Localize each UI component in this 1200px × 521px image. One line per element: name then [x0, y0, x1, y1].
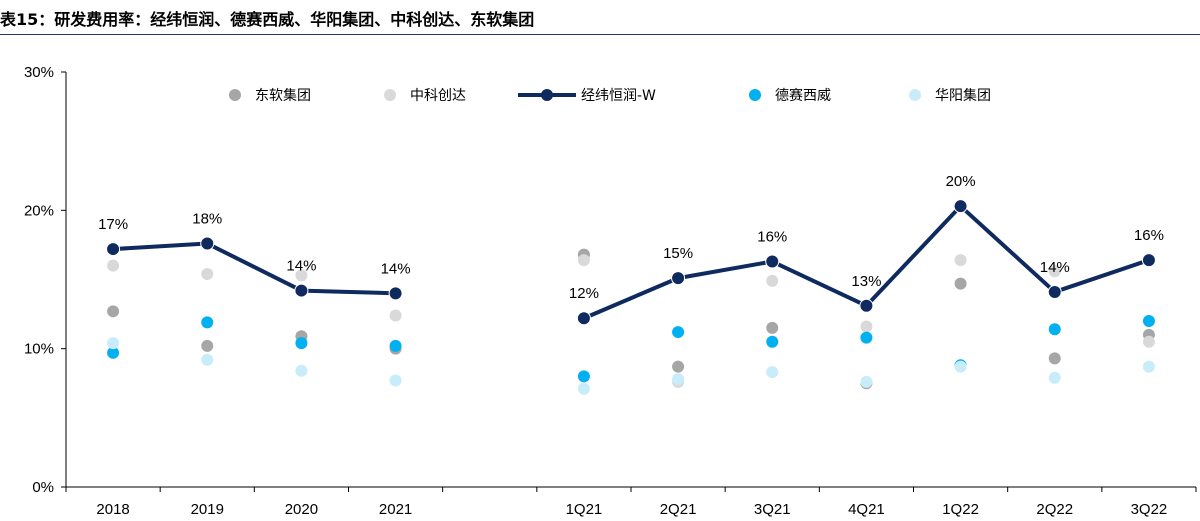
chart-marks: 17% 18% 14% 14% 12% 15% 16% 13% 20% 14% 16%	[98, 173, 1164, 395]
scatter-point	[766, 335, 779, 348]
line-point	[1047, 284, 1062, 299]
scatter-point	[954, 360, 967, 373]
title-bar: 表15：研发费用率：经纬恒润、德赛西威、华阳集团、中科创达、东软集团	[0, 0, 1200, 35]
x-tick-label: 2018	[96, 501, 129, 518]
scatter-point	[1048, 352, 1061, 365]
scatter-point	[860, 375, 873, 388]
line-point	[1141, 253, 1156, 268]
scatter-point	[672, 373, 685, 386]
line-point	[576, 311, 591, 326]
scatter-point	[577, 370, 590, 383]
data-label: 16%	[757, 229, 787, 246]
line-series-path	[112, 241, 396, 296]
scatter-point	[1048, 323, 1061, 336]
data-label: 14%	[286, 258, 316, 275]
scatter-point	[201, 339, 214, 352]
scatter-point	[107, 305, 120, 318]
legend: 东软集团 中科创达 经纬恒润-W 德赛西威 华阳集团	[229, 87, 991, 104]
scatter-point	[1048, 371, 1061, 384]
legend-label: 东软集团	[255, 87, 311, 104]
data-label: 13%	[851, 273, 881, 290]
line-point	[294, 283, 309, 298]
x-tick-label: 3Q22	[1131, 501, 1168, 518]
data-label: 14%	[1040, 259, 1070, 276]
y-tick-label: 0%	[32, 479, 54, 496]
data-label: 16%	[1134, 227, 1164, 244]
axes: 0% 10% 20% 30% 2018 2019 2020 2021 1Q21 2Q21 3Q21 4…	[24, 64, 1197, 518]
line-point	[765, 254, 780, 269]
legend-label: 经纬恒润-W	[581, 88, 656, 104]
legend-label: 中科创达	[410, 88, 466, 104]
x-tick-label: 3Q21	[754, 501, 791, 518]
scatter-point	[672, 360, 685, 373]
scatter-point	[766, 366, 779, 379]
scatter-point	[389, 374, 402, 387]
data-label: 15%	[663, 245, 693, 262]
scatter-point	[954, 254, 967, 267]
scatter-point	[201, 316, 214, 329]
scatter-point	[389, 339, 402, 352]
legend-label: 华阳集团	[935, 87, 991, 104]
line-point	[200, 236, 215, 251]
line-point	[388, 286, 403, 301]
scatter-point	[1142, 360, 1155, 373]
scatter-point	[766, 274, 779, 287]
scatter-point	[577, 382, 590, 395]
line-point	[671, 271, 686, 286]
scatter-point	[860, 331, 873, 344]
legend-marker	[749, 89, 761, 101]
scatter-point	[1048, 265, 1061, 278]
scatter-point	[295, 269, 308, 282]
scatter-point	[389, 309, 402, 322]
scatter-point	[295, 364, 308, 377]
y-tick-label: 20%	[24, 202, 54, 219]
scatter-point	[1142, 315, 1155, 327]
legend-marker	[229, 89, 241, 101]
data-label: 18%	[192, 211, 222, 228]
y-tick-label: 10%	[24, 341, 54, 358]
x-tick-label: 4Q21	[848, 501, 885, 518]
scatter-point	[766, 321, 779, 334]
legend-marker	[541, 89, 553, 101]
scatter-point	[201, 267, 214, 280]
scatter-point	[860, 320, 873, 333]
legend-marker	[384, 89, 396, 101]
scatter-point	[107, 337, 120, 350]
scatter-point	[201, 353, 214, 366]
scatter-point	[107, 346, 120, 359]
scatter-point	[672, 326, 685, 339]
x-tick-label: 2Q22	[1036, 501, 1073, 518]
x-tick-label: 2021	[379, 501, 412, 518]
data-label: 14%	[381, 260, 411, 277]
data-label: 12%	[569, 285, 599, 302]
y-tick-label: 30%	[24, 64, 54, 81]
line-point	[106, 242, 121, 257]
scatter-point	[107, 259, 120, 272]
scatter-point	[954, 277, 967, 290]
data-label: 17%	[98, 216, 128, 233]
scatter-point	[295, 337, 308, 350]
x-tick-label: 2Q21	[660, 501, 697, 518]
scatter-point	[577, 254, 590, 267]
chart-title: 表15：研发费用率：经纬恒润、德赛西威、华阳集团、中科创达、东软集团	[0, 10, 535, 29]
scatter-point	[1142, 335, 1155, 348]
line-point	[859, 298, 874, 313]
x-tick-label: 1Q22	[942, 501, 979, 518]
legend-label: 德赛西威	[775, 88, 831, 104]
line-point	[953, 199, 968, 214]
x-tick-label: 2020	[285, 501, 318, 518]
x-tick-label: 1Q21	[566, 501, 603, 518]
legend-marker	[909, 89, 921, 101]
x-tick-label: 2019	[191, 501, 224, 518]
data-label: 20%	[946, 173, 976, 190]
